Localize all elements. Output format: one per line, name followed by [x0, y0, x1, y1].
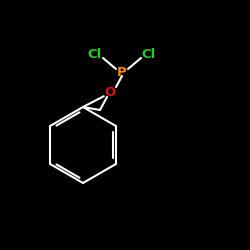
- Text: Cl: Cl: [88, 48, 102, 62]
- Text: O: O: [104, 86, 116, 100]
- Text: P: P: [117, 66, 127, 78]
- Text: Cl: Cl: [141, 48, 155, 62]
